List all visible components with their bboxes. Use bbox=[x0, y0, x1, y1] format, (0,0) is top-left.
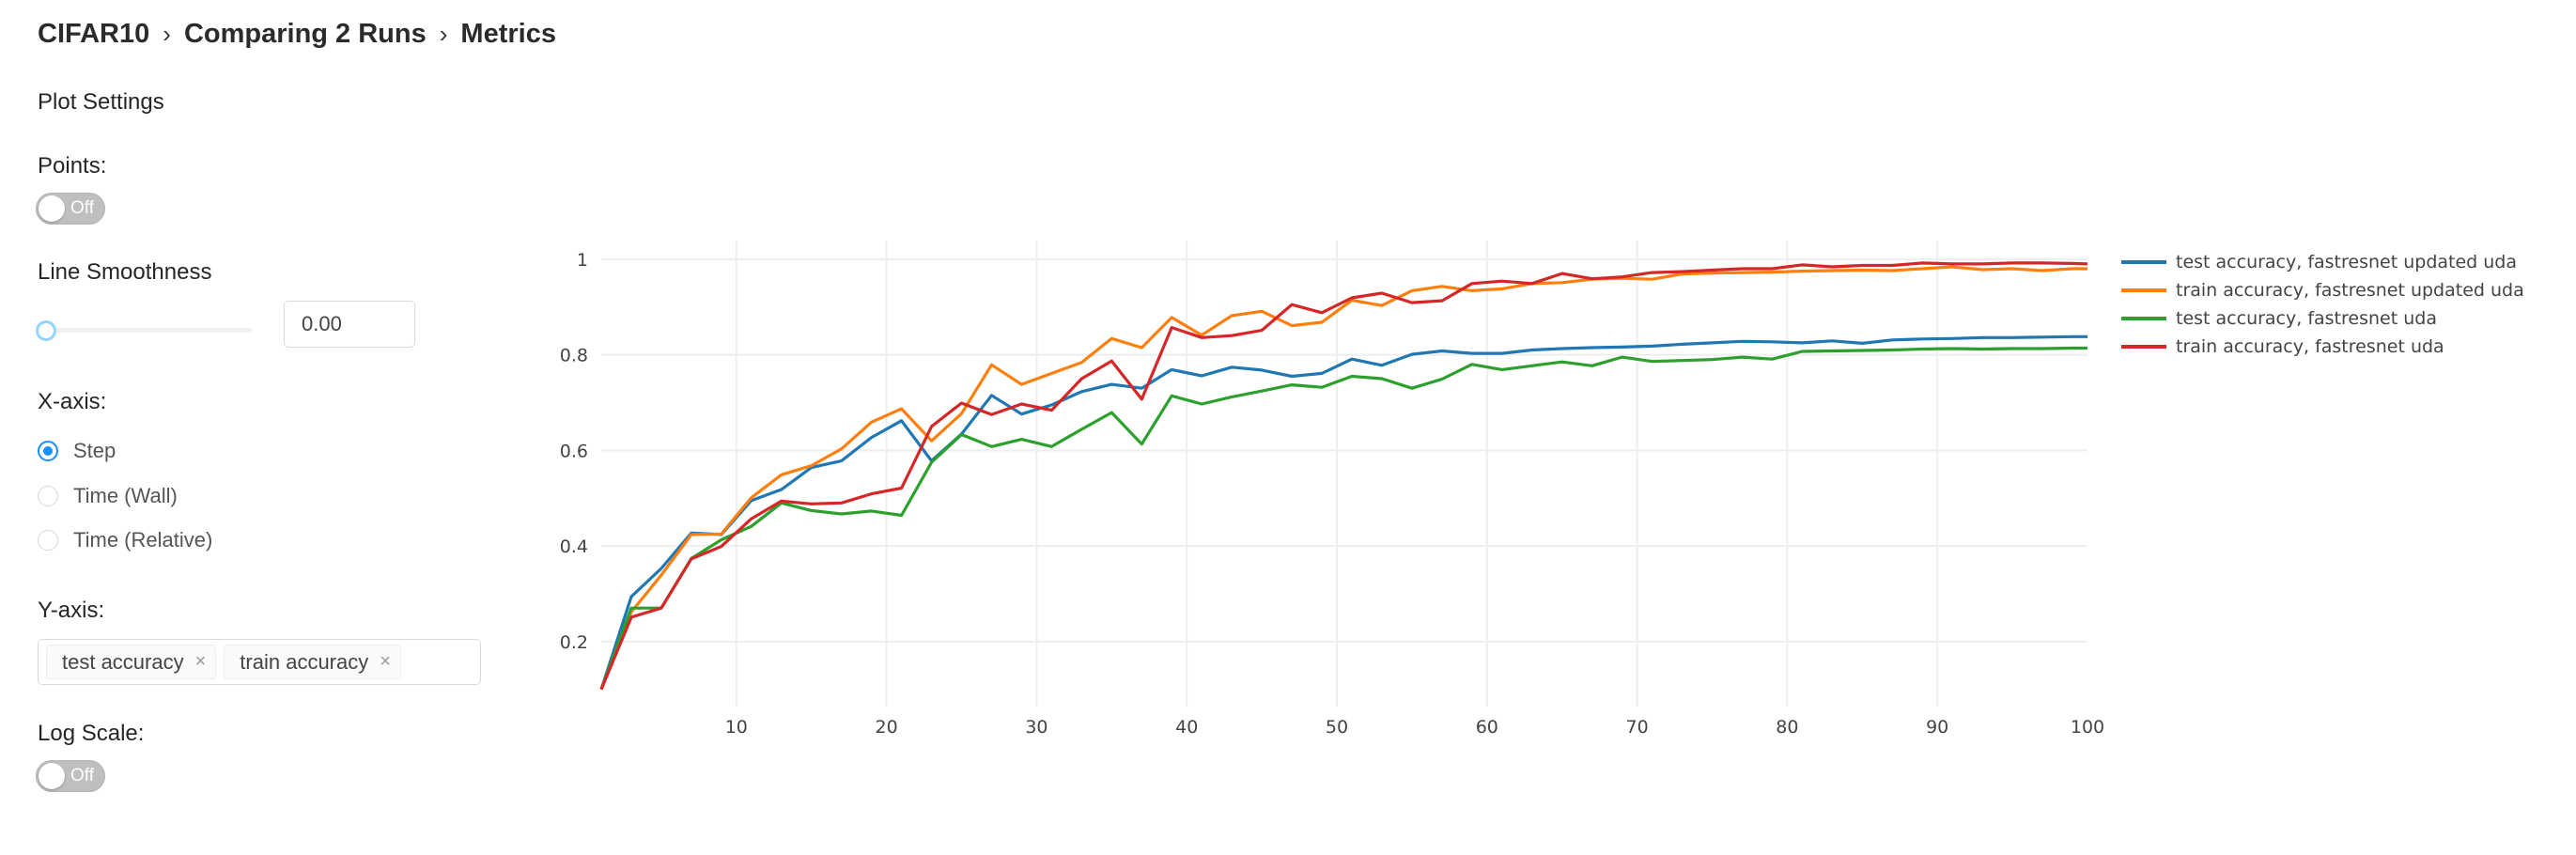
log-scale-label: Log Scale: bbox=[38, 721, 145, 746]
x-axis-option-step[interactable]: Step bbox=[38, 439, 116, 463]
x-tick-label: 30 bbox=[1025, 717, 1047, 738]
radio-unchecked-icon[interactable] bbox=[38, 530, 58, 551]
series-line-2[interactable] bbox=[599, 346, 2087, 691]
y-axis-multiselect[interactable]: test accuracy × train accuracy × bbox=[38, 639, 481, 685]
radio-unchecked-icon[interactable] bbox=[38, 486, 58, 506]
y-axis-tag-test-accuracy: test accuracy × bbox=[46, 645, 217, 679]
legend-item[interactable]: test accuracy, fastresnet updated uda bbox=[2121, 248, 2524, 276]
y-tick-label: 0.6 bbox=[560, 441, 588, 461]
legend-label: test accuracy, fastresnet updated uda bbox=[2176, 252, 2518, 272]
x-tick-label: 10 bbox=[725, 717, 748, 738]
chevron-right-icon: › bbox=[439, 20, 448, 48]
points-label: Points: bbox=[38, 153, 107, 179]
toggle-knob bbox=[39, 763, 65, 789]
line-smoothness-label: Line Smoothness bbox=[38, 259, 212, 285]
y-tick-label: 0.4 bbox=[560, 536, 588, 557]
chevron-right-icon: › bbox=[163, 20, 171, 48]
breadcrumb: CIFAR10 › Comparing 2 Runs › Metrics bbox=[38, 19, 556, 50]
toggle-knob bbox=[39, 195, 65, 222]
y-axis-tag-train-accuracy: train accuracy × bbox=[224, 645, 401, 679]
x-axis-option-time-wall[interactable]: Time (Wall) bbox=[38, 484, 178, 508]
log-scale-toggle-state: Off bbox=[70, 766, 94, 785]
radio-label: Time (Wall) bbox=[73, 484, 178, 507]
tag-label: test accuracy bbox=[62, 649, 184, 674]
legend-item[interactable]: test accuracy, fastresnet uda bbox=[2121, 304, 2524, 333]
series-line-0[interactable] bbox=[599, 334, 2087, 691]
radio-checked-icon[interactable] bbox=[38, 441, 58, 461]
tag-label: train accuracy bbox=[240, 649, 369, 674]
legend-line-icon bbox=[2121, 288, 2166, 292]
points-toggle[interactable]: Off bbox=[36, 193, 105, 225]
breadcrumb-item-comparison[interactable]: Comparing 2 Runs bbox=[183, 19, 427, 49]
y-tick-label: 0.2 bbox=[560, 632, 588, 653]
x-tick-label: 100 bbox=[2071, 717, 2104, 738]
x-tick-label: 90 bbox=[1926, 717, 1948, 738]
y-tick-label: 1 bbox=[577, 250, 588, 271]
legend-line-icon bbox=[2121, 345, 2166, 349]
legend-label: train accuracy, fastresnet uda bbox=[2176, 336, 2444, 357]
y-tick-label: 0.8 bbox=[560, 346, 588, 366]
x-tick-label: 80 bbox=[1776, 717, 1798, 738]
series-line-1[interactable] bbox=[599, 265, 2087, 691]
close-icon[interactable]: × bbox=[194, 651, 207, 672]
x-tick-label: 20 bbox=[876, 717, 898, 738]
breadcrumb-item-metrics: Metrics bbox=[460, 19, 556, 49]
legend-label: test accuracy, fastresnet uda bbox=[2176, 308, 2437, 329]
log-scale-toggle[interactable]: Off bbox=[36, 760, 105, 792]
legend-line-icon bbox=[2121, 317, 2166, 320]
x-tick-label: 60 bbox=[1476, 717, 1498, 738]
points-toggle-state: Off bbox=[70, 198, 94, 218]
legend-item[interactable]: train accuracy, fastresnet uda bbox=[2121, 333, 2524, 361]
radio-label: Step bbox=[73, 439, 116, 462]
smoothness-input[interactable] bbox=[284, 301, 415, 348]
x-axis-option-time-relative[interactable]: Time (Relative) bbox=[38, 528, 212, 552]
close-icon[interactable]: × bbox=[380, 651, 391, 672]
chart-legend: test accuracy, fastresnet updated uda tra… bbox=[2121, 248, 2524, 361]
radio-label: Time (Relative) bbox=[73, 528, 213, 552]
x-tick-label: 70 bbox=[1626, 717, 1649, 738]
legend-line-icon bbox=[2121, 260, 2166, 264]
smoothness-slider-track[interactable] bbox=[45, 328, 252, 333]
x-axis-label: X-axis: bbox=[38, 389, 107, 414]
y-axis-label: Y-axis: bbox=[38, 598, 105, 623]
x-tick-label: 50 bbox=[1326, 717, 1348, 738]
smoothness-slider-handle[interactable] bbox=[36, 320, 56, 341]
legend-item[interactable]: train accuracy, fastresnet updated uda bbox=[2121, 276, 2524, 304]
metrics-line-chart[interactable]: 10 20 30 40 50 60 70 80 90 100 0.2 0.4 0.6 0.8 1 bbox=[526, 216, 2123, 761]
plot-settings-title: Plot Settings bbox=[38, 89, 164, 115]
legend-label: train accuracy, fastresnet updated uda bbox=[2176, 280, 2524, 301]
breadcrumb-item-project[interactable]: CIFAR10 bbox=[38, 19, 150, 49]
x-tick-label: 40 bbox=[1175, 717, 1198, 738]
series-line-3[interactable] bbox=[599, 261, 2088, 691]
